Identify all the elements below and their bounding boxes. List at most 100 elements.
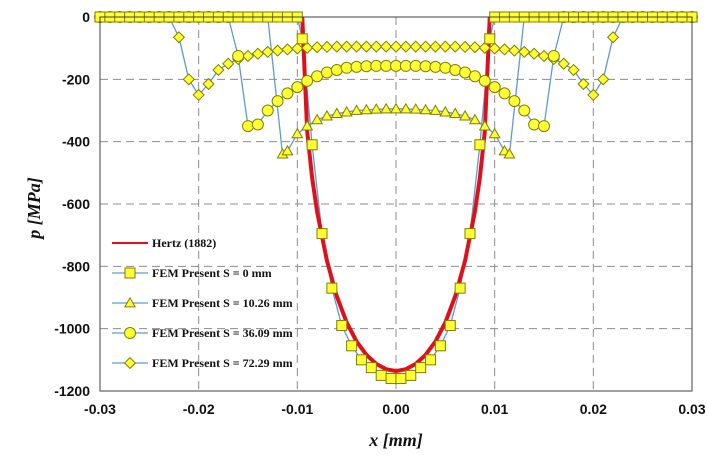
- data-point-circle: [538, 120, 550, 133]
- data-point-diamond: [537, 49, 551, 63]
- data-point-circle: [370, 59, 383, 72]
- data-point-circle: [399, 59, 412, 72]
- data-point-square: [454, 282, 466, 294]
- data-point-diamond: [380, 40, 393, 53]
- y-tick-label: -800: [62, 258, 90, 274]
- data-point-diamond: [498, 43, 511, 56]
- data-point-triangle: [301, 119, 314, 131]
- data-point-diamond: [310, 41, 324, 54]
- legend-marker-triangle: [123, 296, 137, 308]
- data-point-diamond: [458, 40, 472, 54]
- data-point-triangle: [311, 113, 324, 125]
- data-point-diamond: [399, 40, 412, 53]
- data-point-diamond: [241, 49, 255, 63]
- legend-label: FEM Present S = 36.09 mm: [152, 326, 293, 340]
- data-point-circle: [350, 60, 363, 73]
- data-point-circle: [528, 118, 541, 131]
- y-tick-label: -1200: [54, 383, 90, 399]
- data-point-triangle: [503, 147, 516, 159]
- data-point-diamond: [202, 77, 215, 91]
- data-point-diamond: [251, 47, 264, 60]
- data-point-square: [336, 320, 348, 332]
- data-point-square: [296, 33, 308, 45]
- data-point-circle: [390, 59, 402, 72]
- legend-marker-diamond: [123, 356, 137, 370]
- data-point-diamond: [606, 31, 620, 44]
- data-point-diamond: [587, 88, 600, 102]
- data-point-triangle: [360, 103, 373, 115]
- data-point-triangle: [488, 127, 501, 139]
- data-point-square: [484, 33, 496, 45]
- legend-label: FEM Present S = 0 mm: [152, 266, 272, 280]
- grid: [100, 17, 692, 391]
- data-point-diamond: [488, 42, 501, 55]
- data-point-diamond: [222, 57, 235, 70]
- data-point-square: [415, 362, 427, 374]
- data-point-square: [355, 354, 367, 366]
- x-tick-label: -0.01: [281, 401, 313, 417]
- x-tick-label: -0.02: [183, 401, 215, 417]
- data-point-diamond: [577, 77, 590, 91]
- data-point-circle: [330, 63, 343, 76]
- data-point-square: [326, 282, 338, 294]
- data-point-square: [375, 369, 387, 381]
- data-point-circle: [547, 49, 560, 62]
- data-point-triangle: [409, 103, 422, 114]
- x-axis-title: x [mm]: [368, 430, 423, 450]
- data-point-circle: [251, 118, 264, 131]
- data-point-diamond: [429, 40, 442, 53]
- data-point-triangle: [468, 113, 481, 125]
- data-point-diamond: [439, 40, 452, 53]
- legend-label: Hertz (1882): [152, 236, 216, 250]
- data-point-diamond: [518, 45, 531, 59]
- data-point-triangle: [389, 102, 403, 114]
- data-point-square: [405, 369, 417, 381]
- x-tick-label: 0.01: [481, 401, 508, 417]
- data-point-circle: [271, 95, 284, 108]
- hertz-line: [300, 16, 492, 374]
- data-point-diamond: [192, 88, 205, 102]
- data-point-circle: [468, 70, 481, 83]
- data-point-square: [385, 373, 397, 385]
- data-point-triangle: [380, 102, 393, 114]
- data-point-triangle: [281, 144, 294, 156]
- data-point-triangle: [449, 107, 462, 118]
- y-tick-label: -1000: [54, 321, 90, 337]
- data-point-square: [474, 139, 486, 151]
- data-point-diamond: [172, 31, 186, 44]
- data-point-diamond: [340, 40, 353, 53]
- legend-label: FEM Present S = 10.26 mm: [152, 296, 293, 310]
- data-point-circle: [439, 61, 452, 74]
- data-point-triangle: [419, 103, 432, 115]
- x-tick-label: 0.00: [382, 401, 409, 417]
- data-point-circle: [498, 87, 511, 100]
- data-point-diamond: [567, 63, 580, 77]
- data-point-circle: [488, 81, 501, 94]
- data-point-circle: [380, 59, 393, 72]
- data-point-square: [365, 362, 377, 374]
- data-point-triangle: [429, 104, 442, 115]
- data-point-square: [306, 139, 318, 151]
- data-point-diamond: [271, 44, 284, 57]
- data-point-circle: [242, 120, 254, 133]
- data-point-square: [425, 354, 437, 366]
- y-tick-label: 0: [82, 9, 90, 25]
- data-point-triangle: [439, 105, 452, 117]
- data-point-circle: [320, 66, 333, 79]
- data-point-diamond: [597, 73, 610, 86]
- data-point-diamond: [330, 40, 343, 53]
- data-point-circle: [360, 60, 373, 73]
- data-point-diamond: [261, 45, 274, 59]
- y-axis-title: p [MPa]: [24, 177, 44, 241]
- data-point-diamond: [557, 57, 570, 70]
- data-point-circle: [232, 49, 245, 62]
- data-point-diamond: [508, 44, 521, 57]
- data-point-diamond: [350, 40, 363, 53]
- data-point-circle: [459, 66, 472, 79]
- data-point-triangle: [320, 109, 333, 121]
- data-point-diamond: [468, 41, 482, 54]
- data-point-square: [444, 320, 456, 332]
- y-tick-label: -600: [62, 196, 90, 212]
